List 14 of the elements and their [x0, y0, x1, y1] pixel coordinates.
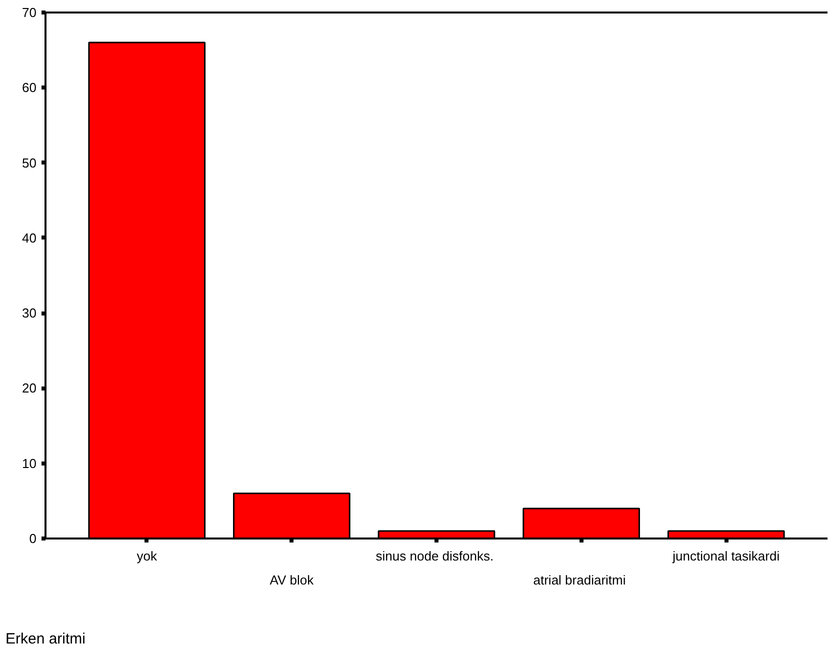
- x-tick-label: atrial bradiaritmi: [533, 572, 626, 588]
- x-tick-label: yok: [136, 548, 158, 564]
- y-tick-label: 0: [29, 531, 37, 546]
- x-tick-label: sinus node disfonks.: [376, 548, 494, 564]
- y-tick-label: 10: [22, 456, 37, 471]
- y-tick-label: 20: [22, 380, 37, 396]
- y-tick-label: 40: [22, 230, 37, 246]
- y-tick-label: 30: [22, 306, 37, 321]
- y-tick-label: 60: [22, 80, 37, 96]
- x-tick-label: AV blok: [270, 572, 314, 588]
- x-axis-title: Erken aritmi: [5, 630, 86, 648]
- y-tick-label: 50: [22, 155, 37, 170]
- y-tick-label: 70: [22, 5, 37, 20]
- x-tick-label: junctional tasikardi: [672, 548, 780, 564]
